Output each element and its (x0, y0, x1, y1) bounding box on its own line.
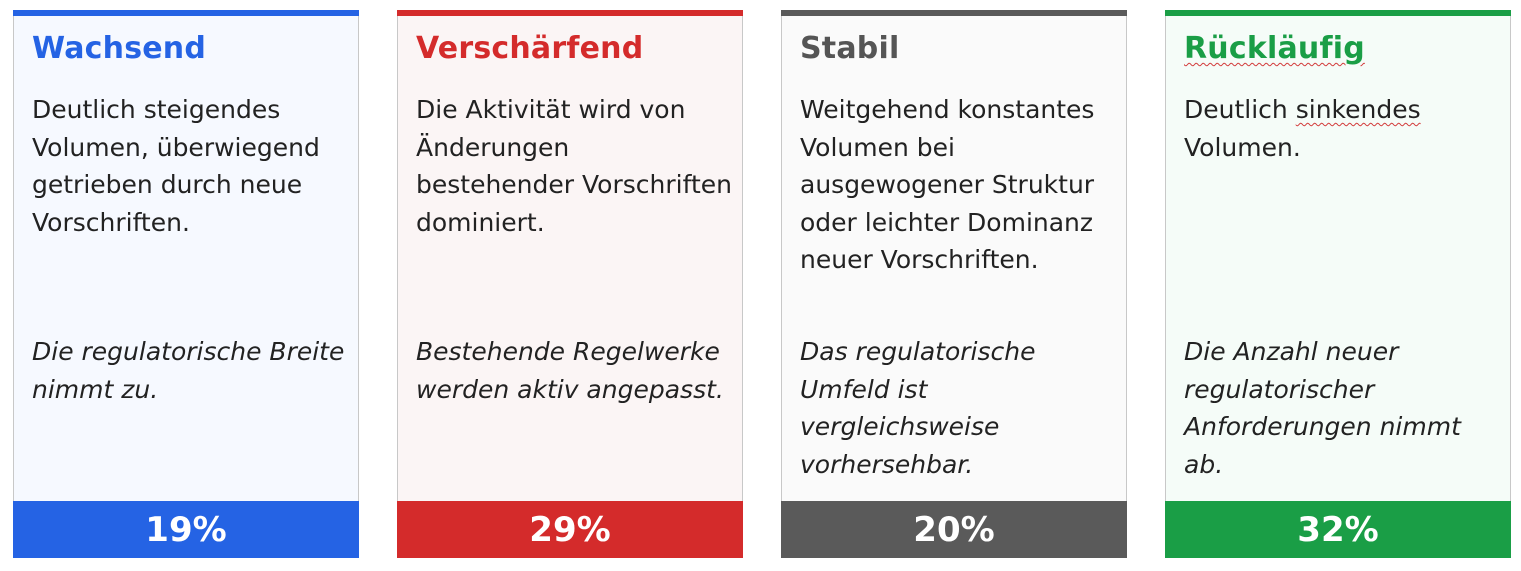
card-accent-bar (13, 10, 359, 16)
card-note: Die Anzahl neuer regulatorischer Anforde… (1184, 337, 1461, 479)
description-part: Deutlich (1184, 95, 1296, 124)
card-title: Wachsend (32, 31, 207, 66)
card-description: Weitgehend konstantes Volumen bei ausgew… (800, 95, 1095, 274)
card-title: Verschärfend (416, 31, 644, 66)
card-percentage: 29% (397, 501, 743, 558)
description-part: Volumen. (1184, 132, 1301, 162)
card-percentage: 32% (1165, 501, 1511, 558)
card-percentage: 19% (13, 501, 359, 558)
card-note: Das regulatorische Umfeld ist vergleichs… (800, 337, 1036, 479)
card-wachsend: Wachsend Deutlich steigendes Volumen, üb… (13, 10, 359, 558)
card-accent-bar (781, 10, 1127, 16)
card-description: Die Aktivität wird von Änderungen besteh… (416, 95, 732, 237)
card-percentage: 20% (781, 501, 1127, 558)
card-description: Deutlich steigendes Volumen, überwiegend… (32, 95, 320, 237)
card-title: Stabil (800, 31, 900, 66)
card-note: Die regulatorische Breite nimmt zu. (32, 337, 345, 404)
card-ruecklaeufig: Rückläufig Deutlich sinkendes Volumen. D… (1165, 10, 1511, 558)
card-accent-bar (397, 10, 743, 16)
card-note: Bestehende Regelwerke werden aktiv angep… (416, 337, 724, 404)
card-title: Rückläufig (1184, 31, 1365, 66)
card-description: Deutlich sinkendes Volumen. (1184, 91, 1500, 166)
card-stabil: Stabil Weitgehend konstantes Volumen bei… (781, 10, 1127, 558)
description-part-misspelled: sinkendes (1295, 95, 1421, 124)
card-accent-bar (1165, 10, 1511, 16)
card-verschaerfend: Verschärfend Die Aktivität wird von Ände… (397, 10, 743, 558)
